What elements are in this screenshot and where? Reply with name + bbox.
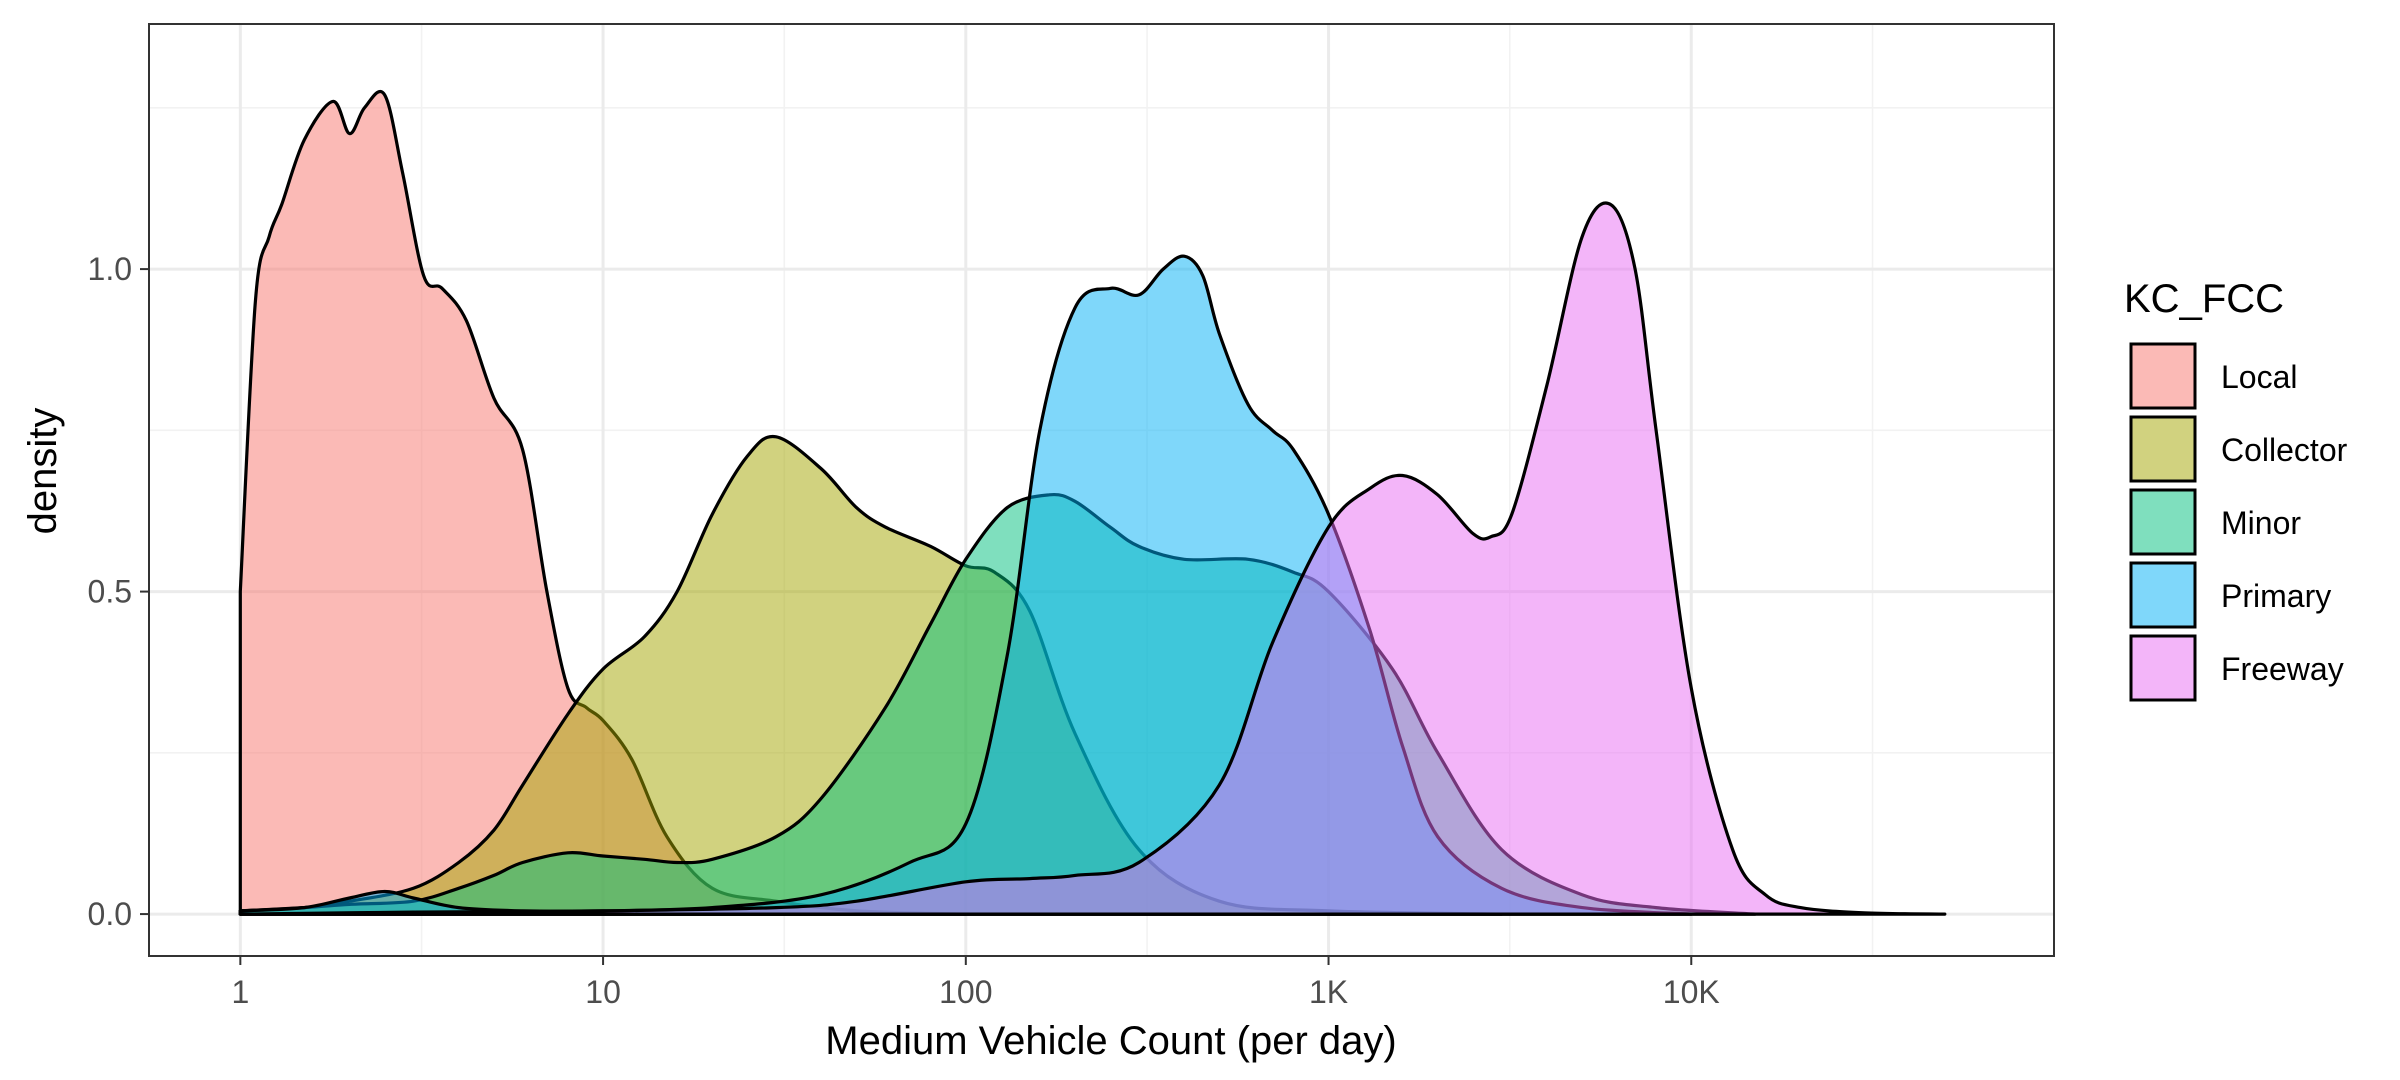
legend-label-collector: Collector: [2221, 432, 2348, 468]
x-tick-label: 1K: [1309, 974, 1348, 1010]
legend-swatch-local: [2129, 342, 2197, 410]
plot-panel-border: [148, 23, 2055, 957]
legend-label-local: Local: [2221, 359, 2298, 395]
density-area-freeway: [238, 201, 1947, 916]
density-series: [238, 89, 1947, 916]
y-axis-title: density: [21, 408, 65, 535]
legend-label-primary: Primary: [2221, 578, 2331, 614]
legend-swatch-primary: [2129, 561, 2197, 629]
legend-swatch-collector: [2129, 415, 2197, 483]
x-tick-label: 10K: [1663, 974, 1720, 1010]
y-axis: 0.0 0.5 1.0: [88, 251, 149, 932]
legend-label-minor: Minor: [2221, 505, 2301, 541]
legend-swatch-freeway: [2129, 634, 2197, 702]
legend-title: KC_FCC: [2124, 277, 2284, 321]
y-tick-label: 0.5: [88, 574, 132, 610]
y-tick-label: 0.0: [88, 896, 132, 932]
legend-label-freeway: Freeway: [2221, 651, 2344, 687]
x-axis-title: Medium Vehicle Count (per day): [825, 1019, 1396, 1063]
x-tick-label: 100: [939, 974, 992, 1010]
x-tick-label: 10: [585, 974, 621, 1010]
x-tick-label: 1: [231, 974, 249, 1010]
x-axis: 1 10 100 1K 10K: [231, 956, 1720, 1010]
legend: KC_FCC Local Collector Minor Primary Freeway: [2124, 277, 2348, 702]
y-tick-label: 1.0: [88, 251, 132, 287]
legend-swatch-minor: [2129, 488, 2197, 556]
